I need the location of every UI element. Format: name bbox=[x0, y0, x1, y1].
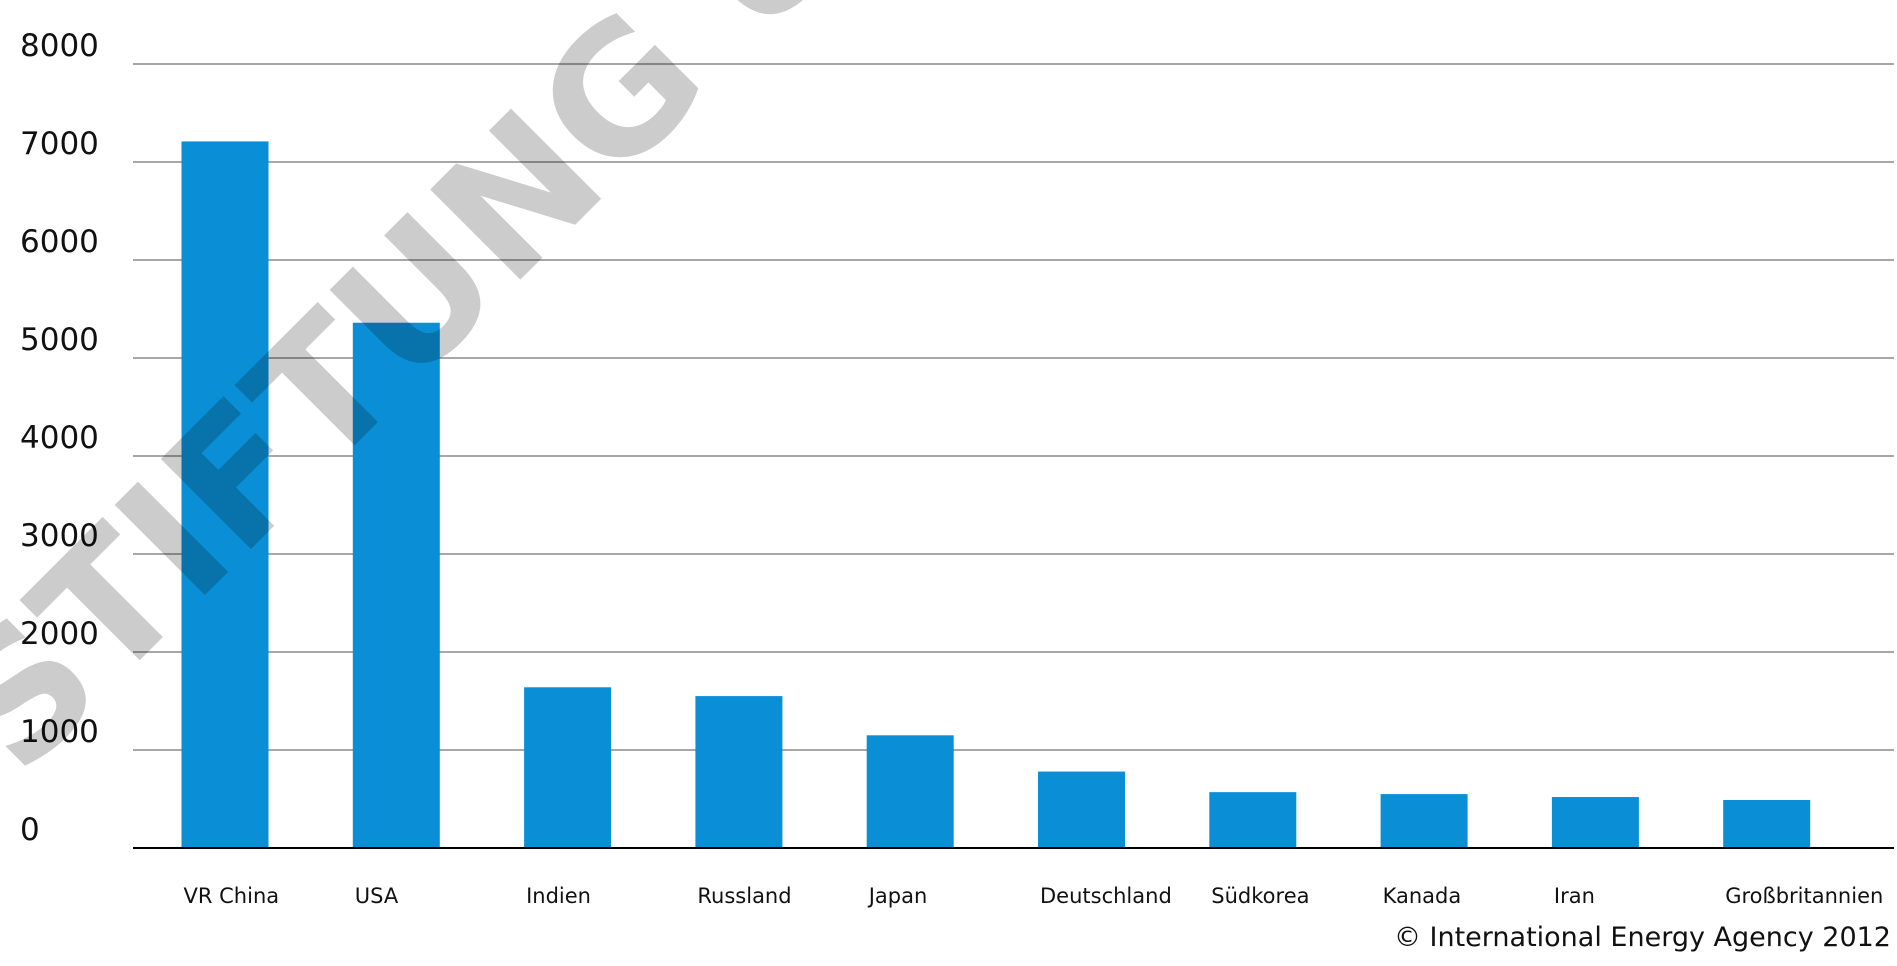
y-tick-label: 1000 bbox=[20, 714, 99, 750]
y-tick-label: 5000 bbox=[20, 322, 99, 358]
bar bbox=[866, 735, 954, 848]
watermark: STIFTUNG UN bbox=[0, 0, 991, 810]
y-tick-label: 7000 bbox=[20, 126, 99, 162]
bar bbox=[181, 141, 269, 849]
bar bbox=[524, 687, 612, 848]
y-tick-label: 0 bbox=[20, 812, 40, 848]
x-tick-label: VR China bbox=[184, 884, 280, 908]
x-tick-label: Großbritannien bbox=[1725, 884, 1883, 908]
x-tick-label: Südkorea bbox=[1211, 884, 1309, 908]
bar bbox=[1038, 771, 1125, 848]
y-tick-label: 2000 bbox=[20, 616, 99, 652]
bar bbox=[1209, 792, 1297, 848]
x-tick-label: Iran bbox=[1554, 884, 1595, 908]
y-tick-label: 8000 bbox=[20, 28, 99, 64]
bar bbox=[1380, 794, 1468, 848]
x-tick-label: Deutschland bbox=[1040, 884, 1172, 908]
y-tick-label: 6000 bbox=[20, 224, 99, 260]
y-tick-label: 3000 bbox=[20, 518, 99, 554]
x-tick-label: Japan bbox=[867, 884, 928, 908]
x-tick-label: Kanada bbox=[1383, 884, 1462, 908]
bar bbox=[695, 696, 783, 848]
bar bbox=[352, 322, 440, 849]
y-tick-label: 4000 bbox=[20, 420, 99, 456]
x-tick-label: USA bbox=[355, 884, 399, 908]
bar bbox=[1551, 797, 1639, 848]
x-tick-label: Russland bbox=[697, 884, 791, 908]
bar bbox=[1723, 799, 1811, 848]
x-tick-label: Indien bbox=[526, 884, 591, 908]
source: © International Energy Agency 2012 bbox=[1394, 922, 1891, 953]
